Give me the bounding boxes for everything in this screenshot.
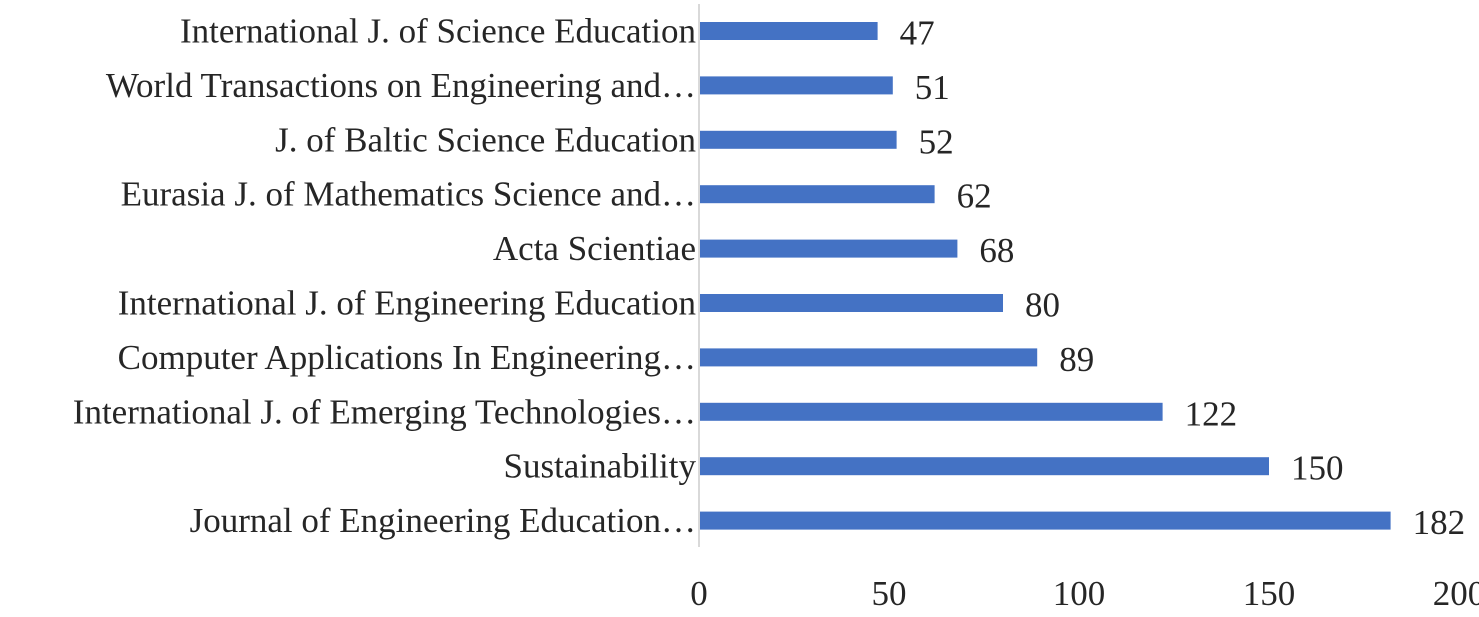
- bar-6: [699, 294, 1003, 312]
- data-label-7: 89: [1059, 340, 1094, 379]
- bar-2: [699, 76, 893, 95]
- category-label-4: Eurasia J. of Mathematics Science and…: [121, 175, 696, 214]
- bar-1: [699, 22, 878, 40]
- category-label-10: Journal of Engineering Education…: [190, 501, 696, 540]
- category-label-2: World Transactions on Engineering and…: [106, 66, 696, 105]
- x-tick-label-150: 150: [1243, 574, 1296, 613]
- data-label-5: 68: [979, 231, 1014, 270]
- data-label-2: 51: [915, 68, 950, 107]
- data-label-9: 150: [1291, 449, 1344, 488]
- bar-4: [699, 185, 935, 204]
- category-label-6: International J. of Engineering Educatio…: [118, 284, 696, 323]
- category-label-9: Sustainability: [504, 447, 697, 486]
- category-label-7: Computer Applications In Engineering…: [118, 338, 696, 377]
- data-label-8: 122: [1185, 394, 1238, 433]
- bar-8: [699, 402, 1163, 421]
- data-label-3: 52: [919, 122, 954, 161]
- x-tick-label-100: 100: [1053, 574, 1106, 613]
- bar-5: [699, 239, 958, 258]
- data-label-4: 62: [957, 177, 992, 216]
- bar-10: [699, 511, 1391, 530]
- category-label-5: Acta Scientiae: [493, 229, 696, 268]
- category-label-3: J. of Baltic Science Education: [275, 120, 696, 159]
- data-label-10: 182: [1413, 503, 1466, 542]
- bar-3: [699, 130, 897, 149]
- category-label-1: International J. of Science Education: [180, 12, 696, 51]
- x-tick-label-200: 200: [1433, 574, 1479, 613]
- bar-9: [699, 457, 1269, 476]
- data-label-1: 47: [900, 14, 935, 53]
- x-tick-label-50: 50: [872, 574, 907, 613]
- bar-7: [699, 348, 1038, 367]
- x-tick-label-0: 0: [690, 574, 708, 613]
- category-label-8: International J. of Emerging Technologie…: [73, 392, 696, 431]
- data-label-6: 80: [1025, 286, 1060, 325]
